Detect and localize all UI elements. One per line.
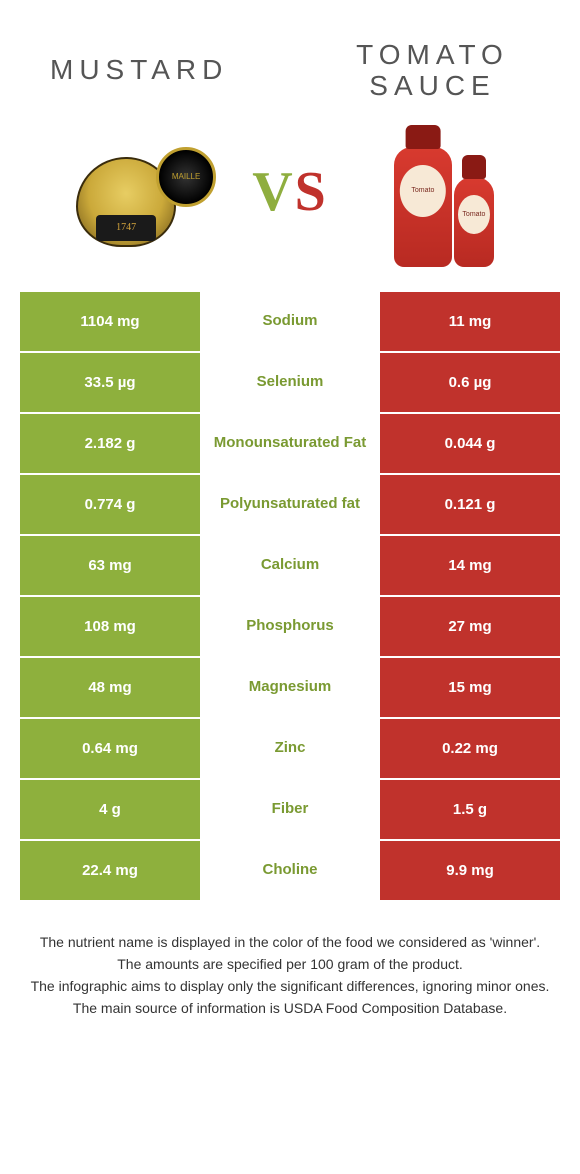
left-title: MUSTARD — [50, 55, 305, 86]
nutrient-label: Fiber — [200, 780, 380, 839]
bottle-big-icon: Tomato — [394, 147, 452, 267]
left-value: 0.774 g — [20, 475, 200, 534]
vs-label: VS — [252, 160, 328, 224]
table-row: 2.182 gMonounsaturated Fat0.044 g — [20, 414, 560, 473]
table-row: 108 mgPhosphorus27 mg — [20, 597, 560, 656]
nutrient-label: Monounsaturated Fat — [200, 414, 380, 473]
right-image: Tomato Tomato — [338, 122, 550, 262]
nutrient-label: Phosphorus — [200, 597, 380, 656]
table-row: 33.5 µgSelenium0.6 µg — [20, 353, 560, 412]
vs-s: S — [295, 161, 328, 223]
right-value: 11 mg — [380, 292, 560, 351]
left-value: 22.4 mg — [20, 841, 200, 900]
left-value: 1104 mg — [20, 292, 200, 351]
infographic-root: MUSTARD TOMATO SAUCE 1747 MAILLE VS Toma… — [0, 0, 580, 1174]
footer-notes: The nutrient name is displayed in the co… — [0, 902, 580, 1021]
header: MUSTARD TOMATO SAUCE — [0, 0, 580, 112]
right-value: 9.9 mg — [380, 841, 560, 900]
left-value: 2.182 g — [20, 414, 200, 473]
table-row: 1104 mgSodium11 mg — [20, 292, 560, 351]
footer-line: The nutrient name is displayed in the co… — [30, 932, 550, 952]
nutrient-label: Sodium — [200, 292, 380, 351]
right-value: 0.044 g — [380, 414, 560, 473]
left-value: 4 g — [20, 780, 200, 839]
bottle-big-label: Tomato — [400, 165, 446, 218]
footer-line: The infographic aims to display only the… — [30, 976, 550, 996]
title-right-col: TOMATO SAUCE — [305, 40, 560, 102]
table-row: 0.774 gPolyunsaturated fat0.121 g — [20, 475, 560, 534]
table-row: 63 mgCalcium14 mg — [20, 536, 560, 595]
table-row: 48 mgMagnesium15 mg — [20, 658, 560, 717]
footer-line: The main source of information is USDA F… — [30, 998, 550, 1018]
sauce-bottles-icon: Tomato Tomato — [374, 117, 514, 267]
bottle-small-label: Tomato — [458, 195, 490, 235]
nutrient-label: Polyunsaturated fat — [200, 475, 380, 534]
left-value: 48 mg — [20, 658, 200, 717]
right-value: 1.5 g — [380, 780, 560, 839]
nutrient-label: Zinc — [200, 719, 380, 778]
nutrient-label: Magnesium — [200, 658, 380, 717]
right-value: 0.6 µg — [380, 353, 560, 412]
table-row: 4 gFiber1.5 g — [20, 780, 560, 839]
left-value: 33.5 µg — [20, 353, 200, 412]
nutrient-label: Calcium — [200, 536, 380, 595]
image-row: 1747 MAILLE VS Tomato Tomato — [0, 112, 580, 292]
right-value: 15 mg — [380, 658, 560, 717]
right-value: 0.22 mg — [380, 719, 560, 778]
jar-label: 1747 — [96, 215, 156, 241]
left-value: 108 mg — [20, 597, 200, 656]
right-title: TOMATO SAUCE — [305, 40, 560, 102]
comparison-table: 1104 mgSodium11 mg33.5 µgSelenium0.6 µg2… — [0, 292, 580, 902]
vs-v: V — [252, 161, 294, 223]
jar-lid-icon: MAILLE — [156, 147, 216, 207]
footer-line: The amounts are specified per 100 gram o… — [30, 954, 550, 974]
nutrient-label: Choline — [200, 841, 380, 900]
title-left-col: MUSTARD — [20, 55, 305, 86]
table-row: 0.64 mgZinc0.22 mg — [20, 719, 560, 778]
right-value: 27 mg — [380, 597, 560, 656]
left-value: 63 mg — [20, 536, 200, 595]
table-row: 22.4 mgCholine9.9 mg — [20, 841, 560, 900]
left-value: 0.64 mg — [20, 719, 200, 778]
left-image: 1747 MAILLE — [30, 122, 242, 262]
right-value: 14 mg — [380, 536, 560, 595]
right-value: 0.121 g — [380, 475, 560, 534]
nutrient-label: Selenium — [200, 353, 380, 412]
bottle-small-icon: Tomato — [454, 177, 494, 267]
mustard-jar-icon: 1747 MAILLE — [66, 137, 206, 247]
